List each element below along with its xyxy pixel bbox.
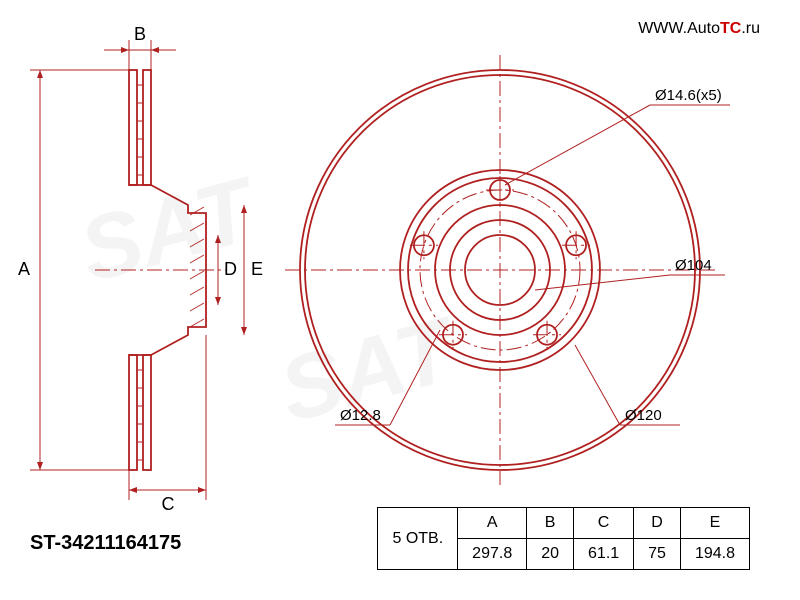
svg-text:A: A xyxy=(18,259,30,279)
svg-text:E: E xyxy=(251,259,263,279)
svg-text:B: B xyxy=(134,24,146,44)
part-number: ST-34211164175 xyxy=(30,532,181,555)
svg-text:Ø120: Ø120 xyxy=(625,407,662,424)
site-url: WWW.AutoTC.ru xyxy=(638,20,760,38)
svg-text:C: C xyxy=(162,494,175,514)
svg-text:Ø14.6(x5): Ø14.6(x5) xyxy=(655,87,722,104)
dimensions-table: 5 ОТВ. A B C D E 297.8 20 61.1 75 194.8 xyxy=(377,507,750,570)
svg-text:D: D xyxy=(224,259,237,279)
svg-text:Ø104: Ø104 xyxy=(675,257,712,274)
holes-count-cell: 5 ОТВ. xyxy=(378,508,458,570)
svg-text:Ø12.8: Ø12.8 xyxy=(340,407,381,424)
